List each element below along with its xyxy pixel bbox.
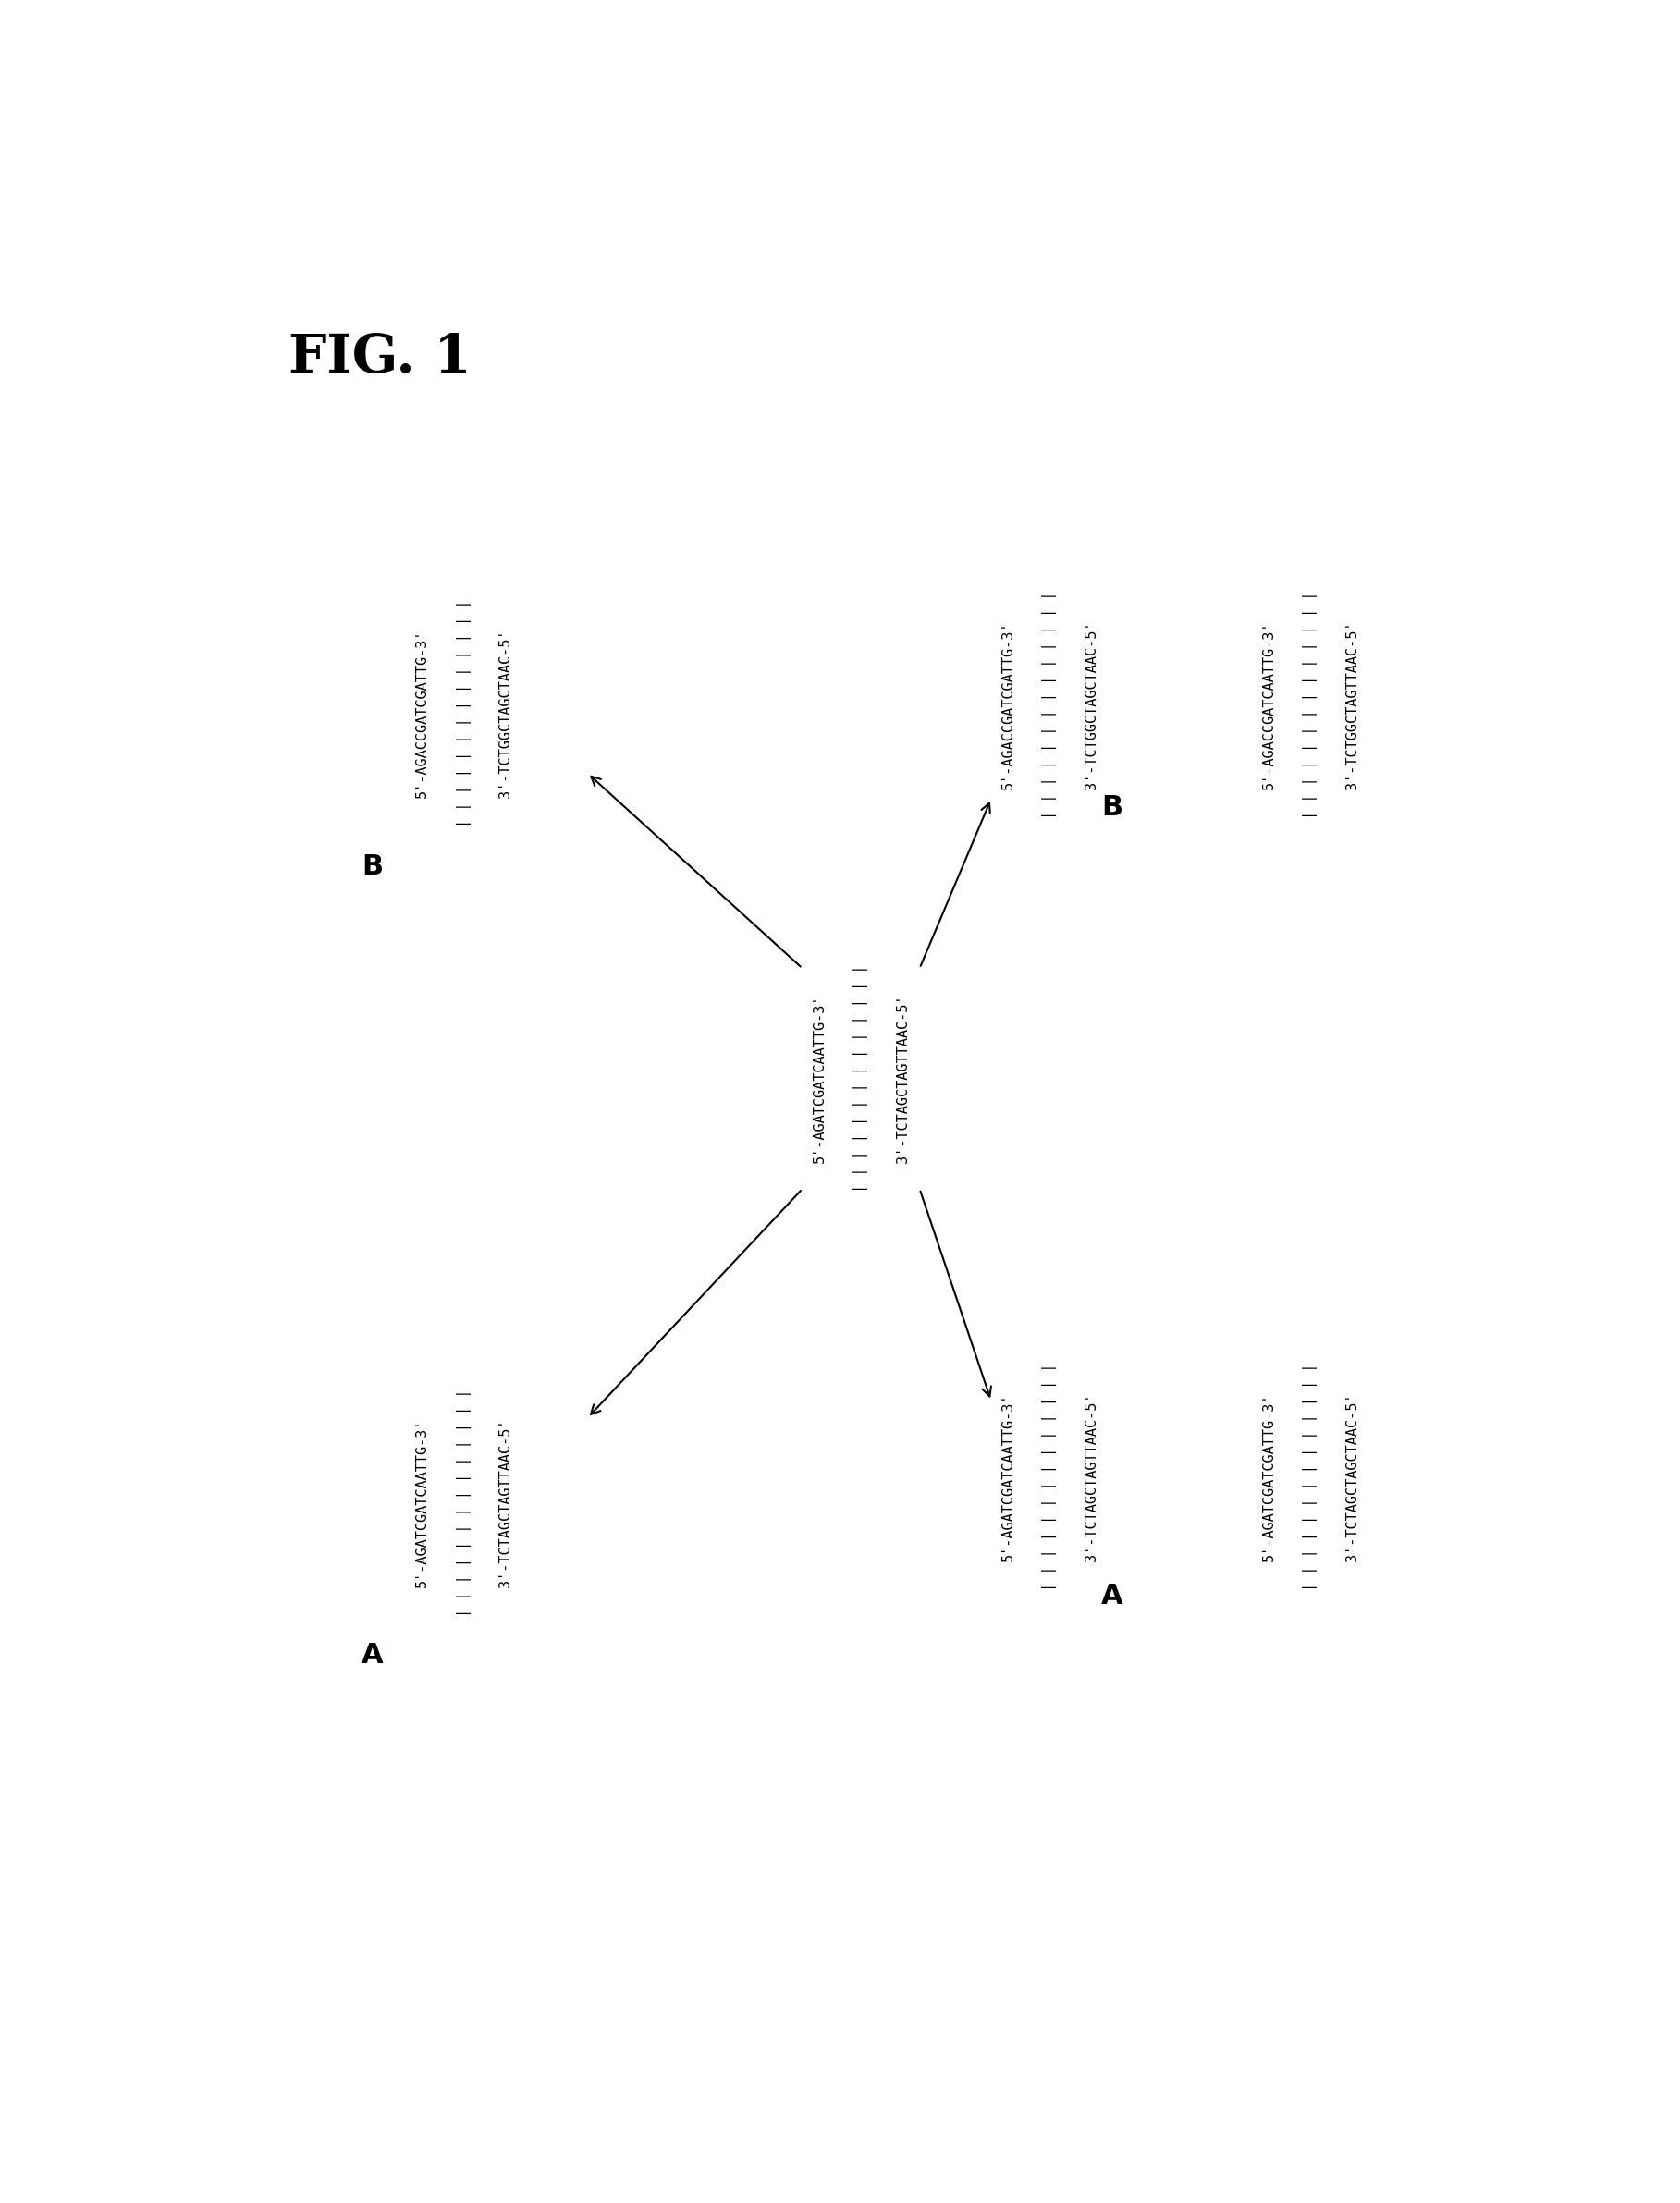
Text: 5'-AGACCGATCGATTG-3': 5'-AGACCGATCGATTG-3' xyxy=(415,630,428,797)
Text: | | | | | | | | | | | | | |: | | | | | | | | | | | | | | xyxy=(1042,1364,1057,1591)
Text: FIG. 1: FIG. 1 xyxy=(289,333,470,383)
Text: | | | | | | | | | | | | | |: | | | | | | | | | | | | | | xyxy=(1042,593,1057,820)
Text: | | | | | | | | | | | | | |: | | | | | | | | | | | | | | xyxy=(457,599,472,828)
Text: A: A xyxy=(361,1641,383,1668)
Text: 5'-AGACCGATCGATTG-3': 5'-AGACCGATCGATTG-3' xyxy=(1001,621,1015,789)
Text: 5'-AGATCGATCAATTG-3': 5'-AGATCGATCAATTG-3' xyxy=(415,1419,428,1586)
Text: 5'-AGACCGATCAATTG-3': 5'-AGACCGATCAATTG-3' xyxy=(1262,621,1275,789)
Text: | | | | | | | | | | | | | |: | | | | | | | | | | | | | | xyxy=(1302,1364,1317,1591)
Text: B: B xyxy=(1102,793,1122,820)
Text: 3'-TCTAGCTAGTTAAC-5': 3'-TCTAGCTAGTTAAC-5' xyxy=(499,1419,512,1586)
Text: | | | | | | | | | | | | | |: | | | | | | | | | | | | | | xyxy=(853,965,869,1192)
Text: 3'-TCTGGCTAGCTAAC-5': 3'-TCTGGCTAGCTAAC-5' xyxy=(1085,621,1099,789)
Text: 3'-TCTAGCTAGTTAAC-5': 3'-TCTAGCTAGTTAAC-5' xyxy=(895,994,909,1163)
Text: 5'-AGATCGATCGATTG-3': 5'-AGATCGATCGATTG-3' xyxy=(1262,1392,1275,1562)
Text: A: A xyxy=(1102,1582,1124,1610)
Text: | | | | | | | | | | | | | |: | | | | | | | | | | | | | | xyxy=(1302,593,1317,820)
Text: 3'-TCTAGCTAGTTAAC-5': 3'-TCTAGCTAGTTAAC-5' xyxy=(1085,1392,1099,1562)
Text: | | | | | | | | | | | | | |: | | | | | | | | | | | | | | xyxy=(457,1388,472,1617)
Text: 3'-TCTGGCTAGCTAAC-5': 3'-TCTGGCTAGCTAAC-5' xyxy=(499,630,512,797)
Text: 3'-TCTAGCTAGCTAAC-5': 3'-TCTAGCTAGCTAAC-5' xyxy=(1346,1392,1359,1562)
Text: B: B xyxy=(361,853,383,879)
Text: 3'-TCTGGCTAGTTAAC-5': 3'-TCTGGCTAGTTAAC-5' xyxy=(1346,621,1359,789)
Text: 5'-AGATCGATCAATTG-3': 5'-AGATCGATCAATTG-3' xyxy=(1001,1392,1015,1562)
Text: 5'-AGATCGATCAATTG-3': 5'-AGATCGATCAATTG-3' xyxy=(813,994,827,1163)
